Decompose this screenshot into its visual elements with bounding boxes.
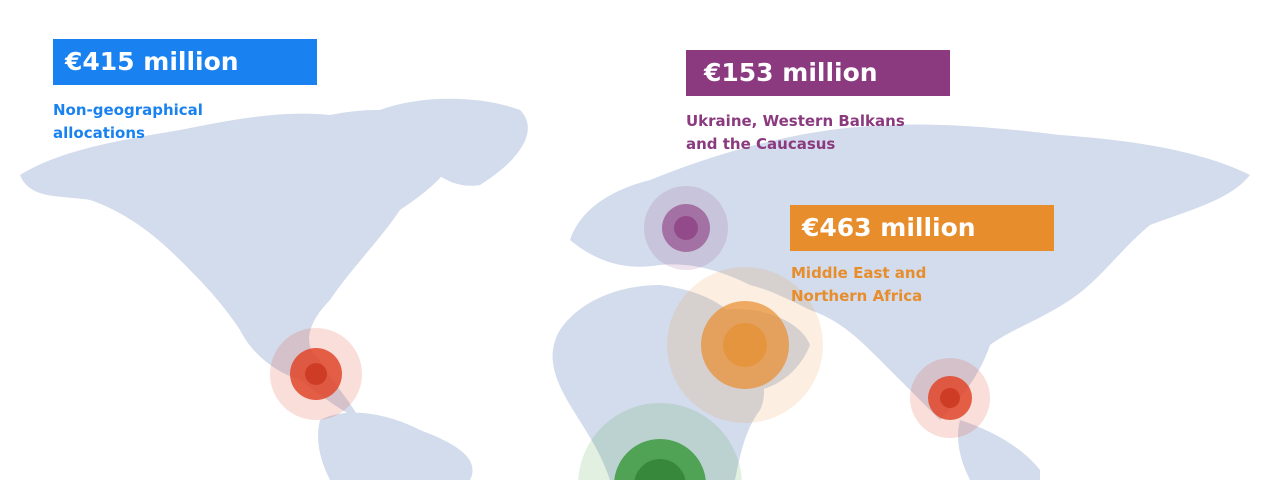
caption-line: and the Caucasus (686, 135, 836, 153)
north-america (20, 110, 456, 420)
caption-non-geographical: Non-geographical allocations (53, 99, 203, 145)
marker-asia[interactable] (910, 358, 990, 438)
eurasia (570, 124, 1250, 421)
marker-eastern-neighbourhood[interactable] (644, 186, 728, 270)
caption-line: allocations (53, 124, 145, 142)
caption-line: Ukraine, Western Balkans (686, 112, 905, 130)
caption-southern-neighbourhood: Middle East and Northern Africa (791, 262, 926, 308)
marker-africa-core (634, 459, 686, 480)
caption-line: Non-geographical (53, 101, 203, 119)
caption-line: Middle East and (791, 264, 927, 282)
south-america (318, 412, 473, 480)
marker-southern-neighbourhood[interactable] (667, 267, 823, 423)
amount-badge-non-geographical: €415 million (53, 39, 317, 85)
caption-line: Northern Africa (791, 287, 923, 305)
caption-eastern-neighbourhood: Ukraine, Western Balkans and the Caucasu… (686, 110, 905, 156)
amount-badge-southern-neighbourhood: €463 million (790, 205, 1054, 251)
marker-africa[interactable] (578, 402, 742, 480)
region-markers (270, 186, 990, 480)
amount-badge-eastern-neighbourhood: €153 million (686, 50, 950, 96)
marker-latin-america[interactable] (270, 328, 362, 420)
greenland (380, 98, 528, 186)
southeast-asia (958, 420, 1040, 480)
